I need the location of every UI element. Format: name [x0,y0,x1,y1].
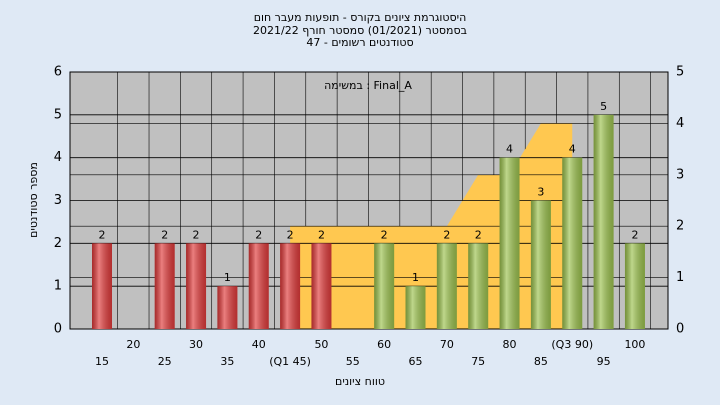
bar-shine [186,243,207,329]
x-tick-label: 20 [126,338,140,351]
data-label: 2 [287,228,294,241]
x-tick-label: 80 [503,338,517,351]
data-label: 2 [381,228,388,241]
data-label: 5 [600,100,607,113]
bar-shine [280,243,301,329]
y-tick-label: 6 [54,65,62,80]
x-tick-label: 85 [534,355,548,368]
y-tick-label: 1 [54,279,62,294]
bar-shine [154,243,175,329]
x-tick-label: 65 [409,355,423,368]
title-line: 47 - סטודנטים רשומים [306,36,413,49]
plot-border [69,71,669,330]
bar-shine [374,243,395,329]
y-axis-label: מספר סטודנטים [27,162,40,238]
bar-shine [311,243,332,329]
x-tick-label: 95 [597,355,611,368]
y2-tick-label: 3 [676,167,684,182]
title-line: בסמסטר (01/2021) סמסטר חורף 2021/22 [253,24,467,37]
data-label: 2 [443,228,450,241]
data-label: 3 [537,186,544,199]
bar-shine [562,157,583,329]
bar-shine [593,114,614,329]
y-tick-label: 3 [54,193,62,208]
y2-tick-label: 0 [676,322,684,337]
bar-shine [468,243,489,329]
y2-tick-label: 2 [676,219,684,234]
x-tick-label: 35 [220,355,234,368]
bar-shine [217,286,238,329]
data-label: 2 [161,228,168,241]
title-line: היסטוגרמת ציונים בקורס - תופעות מעבר חום [254,11,467,24]
bar-shine [248,243,269,329]
y-tick-label: 4 [54,150,62,165]
y2-tick-label: 4 [676,116,684,131]
data-label: 2 [193,228,200,241]
x-tick-label: 25 [158,355,172,368]
bar-shine [405,286,426,329]
bar-shine [436,243,457,329]
x-tick-label: 100 [624,338,645,351]
x-axis-label: טווח ציונים [335,375,385,388]
x-tick-label: 40 [252,338,266,351]
x-tick-label: 15 [95,355,109,368]
y-tick-label: 5 [54,107,62,122]
x-tick-label: 30 [189,338,203,351]
x-tick-label: 55 [346,355,360,368]
x-tick-label: 60 [377,338,391,351]
data-label: 2 [631,228,638,241]
data-label: 4 [569,143,576,156]
bar-shine [499,157,520,329]
y2-tick-label: 5 [676,65,684,80]
data-label: 2 [255,228,262,241]
x-tick-label: (Q3 90) [551,338,593,351]
x-tick-label: (Q1 45) [269,355,311,368]
bar-shine [624,243,645,329]
y2-tick-label: 1 [676,270,684,285]
x-tick-label: 75 [471,355,485,368]
data-label: 2 [99,228,106,241]
y-tick-label: 2 [54,236,62,251]
data-label: 1 [412,271,419,284]
data-label: 2 [318,228,325,241]
data-label: 4 [506,143,513,156]
x-tick-label: 50 [314,338,328,351]
data-label: 1 [224,271,231,284]
x-tick-label: 70 [440,338,454,351]
data-label: 2 [475,228,482,241]
bar-shine [92,243,112,329]
bar-shine [530,200,551,329]
y-tick-label: 0 [54,322,62,337]
